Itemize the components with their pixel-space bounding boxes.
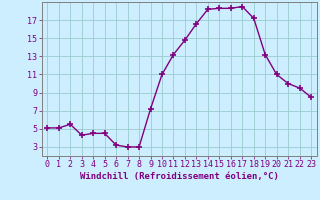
X-axis label: Windchill (Refroidissement éolien,°C): Windchill (Refroidissement éolien,°C) xyxy=(80,172,279,181)
